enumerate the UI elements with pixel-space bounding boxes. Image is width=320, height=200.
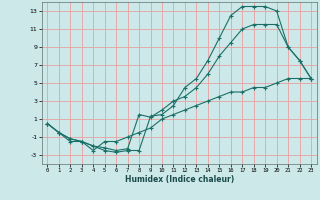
X-axis label: Humidex (Indice chaleur): Humidex (Indice chaleur) (124, 175, 234, 184)
